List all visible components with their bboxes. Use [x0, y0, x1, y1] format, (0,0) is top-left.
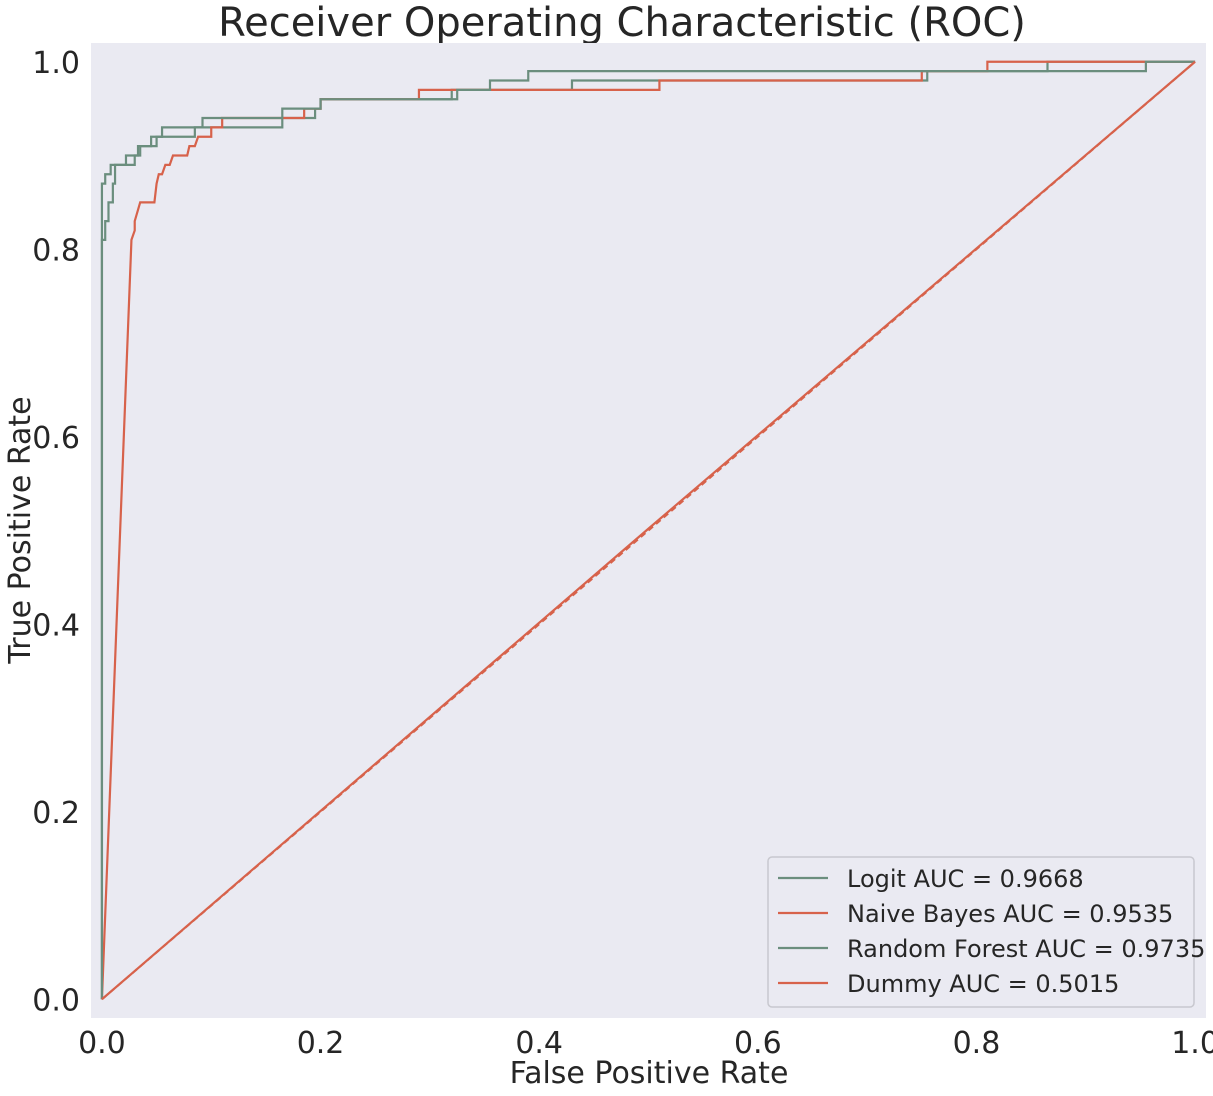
y-axis-label: True Positive Rate — [3, 396, 38, 664]
y-tick-label: 0.8 — [32, 233, 80, 268]
legend-box — [767, 856, 1195, 1008]
x-tick-label: 0.8 — [953, 1026, 1001, 1061]
y-tick-label: 0.4 — [32, 608, 80, 643]
x-axis-ticks: 0.0 0.2 0.4 0.6 0.8 1.0 — [78, 1026, 1213, 1061]
y-tick-label: 1.0 — [32, 46, 80, 81]
x-tick-label: 1.0 — [1171, 1026, 1213, 1061]
legend: Logit AUC = 0.9668 Naive Bayes AUC = 0.95… — [767, 856, 1205, 1008]
legend-label-2: Naive Bayes AUC = 0.9535 — [847, 900, 1173, 928]
y-axis-ticks: 0.0 0.2 0.4 0.6 0.8 1.0 — [32, 46, 80, 1019]
x-tick-label: 0.0 — [78, 1026, 126, 1061]
y-tick-label: 0.2 — [32, 796, 80, 831]
x-tick-label: 0.6 — [734, 1026, 782, 1061]
plot-lines — [100, 60, 1196, 1001]
legend-label-3: Random Forest AUC = 0.9735 — [847, 935, 1205, 963]
legend-label-1: Logit AUC = 0.9668 — [847, 865, 1084, 893]
y-tick-label: 0.0 — [32, 983, 80, 1018]
x-tick-label: 0.4 — [515, 1026, 563, 1061]
series-line-2 — [100, 60, 1196, 1000]
x-axis-label: False Positive Rate — [510, 1056, 789, 1091]
chart-title: Receiver Operating Characteristic (ROC) — [218, 0, 1026, 46]
series-line-4 — [101, 60, 1196, 1001]
series-line-3 — [100, 60, 1196, 1000]
legend-label-4: Dummy AUC = 0.5015 — [847, 970, 1119, 998]
x-tick-label: 0.2 — [297, 1026, 345, 1061]
y-tick-label: 0.6 — [32, 421, 80, 456]
series-layer — [100, 60, 1196, 1001]
